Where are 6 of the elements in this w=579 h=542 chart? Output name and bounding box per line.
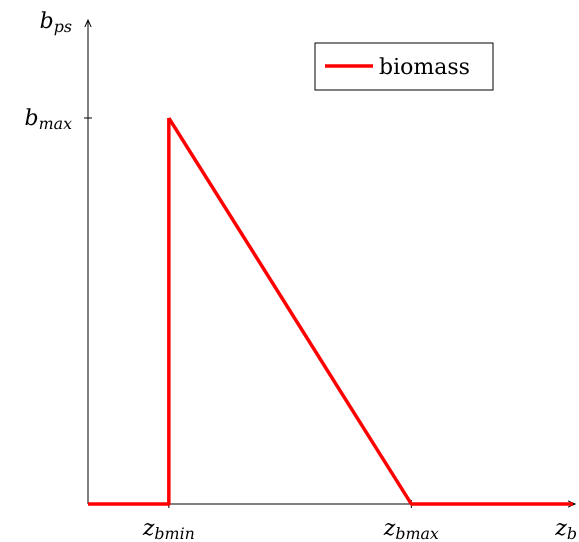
text: b$_{max}$ bbox=[24, 106, 72, 133]
x-axis-title: z$_{b}$ bbox=[554, 516, 577, 542]
x-tick-label: z$_{bmin}$ bbox=[142, 516, 195, 542]
legend-label: biomass bbox=[379, 55, 470, 80]
x-tick-label: z$_{bmax}$ bbox=[382, 516, 439, 542]
y-axis-title: b$_{ps}$ bbox=[40, 9, 72, 36]
